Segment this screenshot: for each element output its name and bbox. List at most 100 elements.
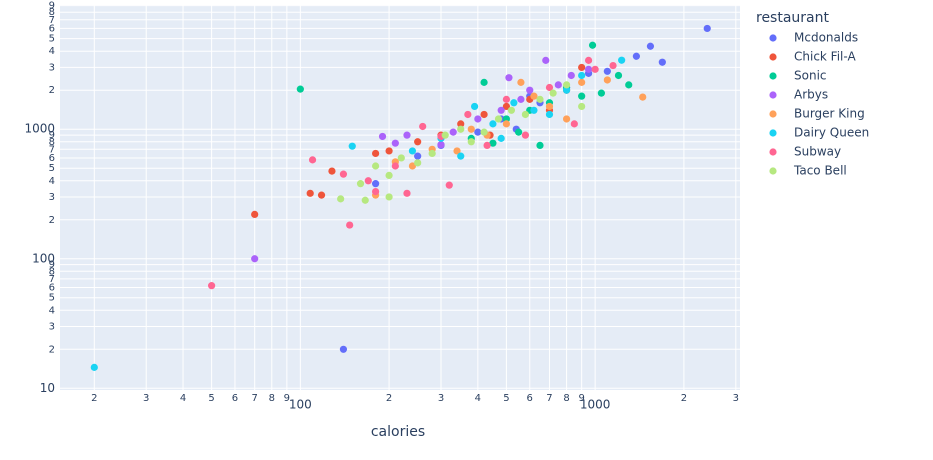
data-point bbox=[578, 63, 586, 72]
y-tick-label: 5 bbox=[49, 34, 55, 45]
y-tick-label: 7 bbox=[49, 15, 55, 26]
y-tick-label: 6 bbox=[49, 282, 55, 293]
legend-label[interactable]: Mcdonalds bbox=[794, 31, 858, 45]
data-point bbox=[408, 147, 417, 155]
y-tick-label: 2 bbox=[49, 215, 55, 226]
legend-marker[interactable] bbox=[769, 148, 777, 156]
data-point bbox=[339, 170, 348, 178]
data-point bbox=[372, 187, 380, 196]
data-point bbox=[497, 134, 505, 142]
data-point bbox=[517, 78, 525, 86]
data-point bbox=[521, 110, 530, 119]
y-tick-label: 3 bbox=[49, 192, 55, 203]
data-point bbox=[308, 156, 317, 164]
data-point bbox=[545, 110, 554, 119]
data-point bbox=[296, 85, 304, 93]
data-point bbox=[385, 147, 393, 155]
legend-label[interactable]: Taco Bell bbox=[793, 164, 847, 178]
legend-label[interactable]: Burger King bbox=[794, 107, 865, 121]
data-point bbox=[356, 180, 365, 188]
data-point bbox=[545, 102, 554, 111]
legend-marker[interactable] bbox=[769, 72, 777, 80]
data-point bbox=[639, 93, 647, 101]
data-point bbox=[372, 149, 380, 158]
legend-marker[interactable] bbox=[769, 91, 777, 99]
data-point bbox=[497, 106, 505, 114]
data-point bbox=[403, 131, 411, 139]
data-point bbox=[385, 171, 393, 180]
data-point bbox=[614, 71, 623, 80]
data-point bbox=[372, 180, 380, 188]
data-point bbox=[474, 115, 482, 123]
data-point bbox=[578, 71, 586, 80]
data-point bbox=[554, 81, 562, 89]
data-point bbox=[453, 147, 461, 155]
data-point bbox=[467, 125, 475, 133]
data-point bbox=[328, 167, 336, 175]
x-tick-label: 7 bbox=[251, 393, 257, 404]
legend-label[interactable]: Sonic bbox=[794, 69, 827, 83]
data-point bbox=[526, 86, 534, 94]
data-point bbox=[464, 110, 472, 119]
data-point bbox=[510, 99, 518, 107]
x-tick-label: 6 bbox=[232, 393, 238, 404]
data-point bbox=[646, 42, 655, 50]
data-point bbox=[658, 58, 666, 66]
y-tick-label: 6 bbox=[49, 153, 55, 164]
data-point bbox=[536, 95, 544, 103]
y-tick-label: 4 bbox=[49, 176, 55, 187]
data-point bbox=[502, 120, 511, 128]
data-point bbox=[542, 56, 550, 64]
data-point bbox=[90, 363, 98, 371]
data-point bbox=[530, 106, 538, 114]
x-axis-label: calories bbox=[371, 424, 425, 440]
legend-label[interactable]: Subway bbox=[794, 145, 841, 159]
data-point bbox=[391, 139, 399, 147]
data-point bbox=[251, 255, 259, 263]
data-point bbox=[597, 89, 605, 97]
data-point bbox=[515, 128, 523, 136]
data-point bbox=[578, 102, 586, 111]
data-point bbox=[480, 128, 488, 136]
y-tick-label: 2 bbox=[49, 344, 55, 355]
data-point bbox=[364, 177, 372, 185]
data-point bbox=[480, 110, 488, 119]
data-point bbox=[570, 120, 578, 128]
data-point bbox=[489, 120, 497, 128]
x-tick-label: 8 bbox=[563, 393, 569, 404]
legend-marker[interactable] bbox=[769, 34, 777, 42]
x-tick-label: 3 bbox=[438, 393, 444, 404]
x-tick-label: 2 bbox=[386, 393, 392, 404]
data-point bbox=[385, 193, 393, 201]
data-point bbox=[403, 189, 411, 197]
y-tick-label: 1000 bbox=[24, 122, 55, 136]
data-point bbox=[584, 65, 593, 73]
data-point bbox=[483, 141, 491, 150]
legend-label[interactable]: Arbys bbox=[794, 88, 828, 102]
legend-title: restaurant bbox=[756, 10, 830, 26]
data-point bbox=[414, 138, 422, 146]
legend-label[interactable]: Chick Fil-A bbox=[794, 50, 856, 64]
data-point bbox=[507, 106, 516, 114]
legend-marker[interactable] bbox=[769, 167, 777, 175]
data-point bbox=[337, 195, 345, 203]
legend-marker[interactable] bbox=[769, 110, 777, 118]
y-tick-label: 8 bbox=[49, 266, 55, 277]
x-tick-label: 7 bbox=[546, 393, 552, 404]
x-tick-label: 2 bbox=[681, 393, 687, 404]
y-tick-label: 9 bbox=[49, 130, 55, 141]
legend-marker[interactable] bbox=[769, 53, 777, 61]
x-tick-label: 4 bbox=[475, 393, 481, 404]
data-point bbox=[549, 89, 557, 97]
x-tick-label: 5 bbox=[208, 393, 214, 404]
x-tick-label: 6 bbox=[527, 393, 533, 404]
legend-marker[interactable] bbox=[769, 129, 777, 137]
y-tick-label: 5 bbox=[49, 293, 55, 304]
y-tick-label: 6 bbox=[49, 23, 55, 34]
legend-label[interactable]: Dairy Queen bbox=[794, 126, 869, 140]
data-point bbox=[591, 65, 599, 73]
data-point bbox=[603, 67, 611, 75]
data-point bbox=[517, 95, 525, 103]
data-point bbox=[536, 141, 544, 150]
